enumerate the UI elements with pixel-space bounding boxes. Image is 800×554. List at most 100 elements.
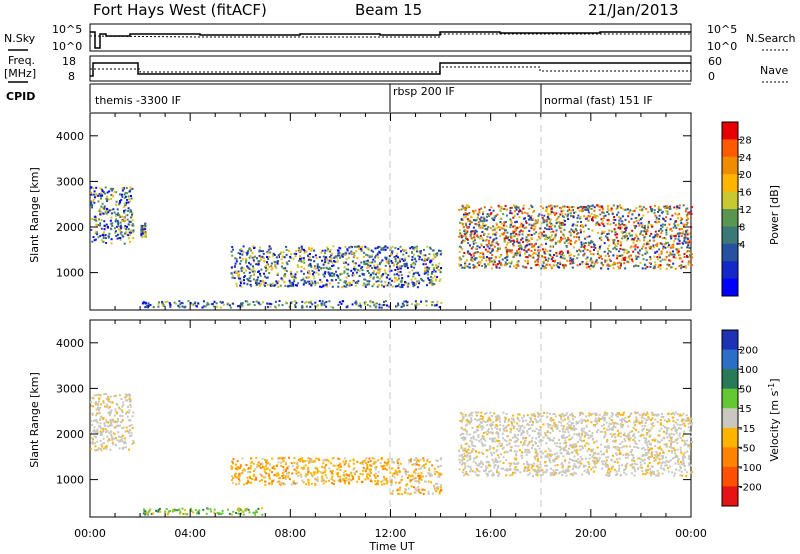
power-cell [140, 233, 143, 236]
velocity-cell [99, 448, 102, 451]
power-cell [643, 230, 646, 233]
power-cell [562, 267, 565, 270]
velocity-cell [307, 457, 310, 460]
power-cell [653, 265, 656, 268]
velocity-cell [512, 427, 515, 430]
power-cell [619, 224, 622, 226]
velocity-cell [293, 461, 296, 464]
power-cell [476, 233, 479, 236]
power-cell [255, 282, 258, 285]
power-cell [315, 257, 318, 260]
power-cell [543, 265, 546, 268]
power-cell [144, 231, 147, 234]
velocity-cell [358, 478, 361, 480]
power-cell [469, 233, 472, 236]
power-cell [458, 263, 461, 266]
power-cell [539, 231, 542, 234]
power-cell [623, 227, 626, 230]
velocity-cell [104, 393, 107, 395]
velocity-cell [316, 467, 319, 470]
power-cell [362, 284, 365, 287]
power-cell [433, 304, 436, 307]
velocity-cell [658, 441, 661, 444]
power-cell [658, 253, 661, 256]
power-cell [496, 250, 499, 253]
velocity-cell [538, 440, 541, 443]
power-cell [499, 254, 502, 257]
power-cell [145, 306, 148, 309]
velocity-cell [576, 422, 579, 425]
velocity-cell [406, 476, 409, 479]
power-cell [131, 213, 133, 216]
power-cell [623, 224, 626, 227]
power-cell [326, 279, 328, 282]
velocity-cell [114, 420, 117, 423]
velocity-cell [439, 464, 442, 467]
velocity-cell [106, 429, 109, 432]
velocity-cell [368, 464, 371, 467]
power-cell [118, 202, 121, 205]
velocity-cell [383, 461, 386, 464]
power-cell [311, 282, 314, 285]
velocity-cell [485, 449, 488, 452]
velocity-cell [464, 447, 467, 450]
power-cell [546, 218, 549, 221]
power-cell [335, 278, 337, 281]
power-cell [260, 250, 263, 252]
power-cell [513, 235, 516, 238]
power-cell [462, 226, 465, 229]
velocity-cell [377, 459, 380, 462]
velocity-cell [360, 481, 363, 483]
power-cell [638, 249, 641, 252]
velocity-cell [325, 476, 328, 479]
velocity-cell [503, 451, 506, 454]
power-cell [547, 212, 550, 215]
velocity-cell [670, 442, 672, 445]
velocity-cell [548, 453, 551, 456]
power-cell [624, 229, 627, 232]
power-cell [566, 259, 569, 262]
power-cell [669, 246, 672, 249]
power-cell [638, 239, 641, 242]
velocity-cell [670, 428, 673, 431]
power-cell [555, 253, 558, 256]
power-cell [626, 235, 628, 237]
velocity-cell [121, 409, 124, 412]
power-cell [508, 239, 511, 241]
power-cell [560, 236, 562, 239]
velocity-cell [410, 475, 412, 478]
power-cell [109, 219, 112, 222]
power-cell [233, 277, 236, 280]
power-cell [266, 263, 269, 266]
power-cell [644, 252, 647, 255]
power-cell [569, 259, 572, 262]
power-cell [289, 281, 292, 284]
power-cell [490, 206, 493, 209]
power-cell [677, 235, 680, 238]
power-cell [377, 284, 380, 287]
velocity-cell [564, 439, 567, 442]
velocity-cell [645, 414, 648, 416]
power-cell [99, 235, 102, 237]
velocity-cell [683, 456, 686, 459]
velocity-cell [644, 448, 647, 451]
power-cell [673, 235, 676, 238]
velocity-cell [552, 439, 555, 442]
power-cell [552, 260, 555, 262]
velocity-cell [232, 462, 234, 465]
velocity-cell [331, 479, 334, 481]
power-cell [103, 228, 106, 231]
velocity-cell [275, 465, 278, 468]
nave-label: Nave [760, 64, 788, 77]
velocity-cell [96, 412, 99, 415]
power-cell [551, 245, 553, 248]
velocity-cell [513, 421, 516, 424]
noise-sky-trace [90, 31, 691, 49]
power-cell [652, 239, 655, 242]
power-cell [191, 303, 194, 306]
power-cell [361, 266, 364, 269]
velocity-cell [276, 480, 279, 483]
velocity-cell [96, 428, 99, 431]
velocity-cell [690, 422, 693, 425]
velocity-cell [537, 466, 540, 469]
